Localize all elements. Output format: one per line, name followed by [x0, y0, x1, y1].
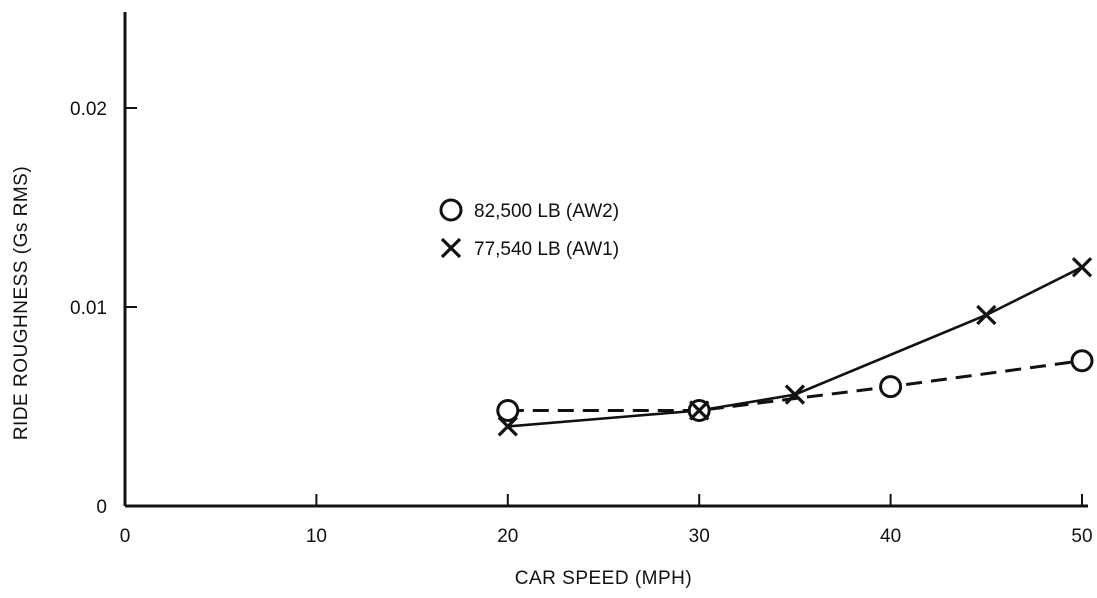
- data-point-aw2: [879, 375, 903, 399]
- data-point-aw1: [689, 400, 710, 421]
- x-axis-title: CAR SPEED (MPH): [515, 568, 692, 589]
- series-line-aw2: [507, 359, 1083, 412]
- axes: [123, 12, 1088, 508]
- legend-x-mark: [440, 237, 462, 259]
- legend-label-aw1: 77,540 LB (AW1): [474, 239, 619, 260]
- series-layer: [496, 257, 1094, 437]
- y-tick-label: 0.01: [70, 298, 107, 319]
- legend-label-aw2: 82,500 LB (AW2): [474, 201, 619, 222]
- y-tick-label: 0: [96, 497, 107, 518]
- legend-circle-marker-icon: [439, 198, 463, 222]
- x-tick-label: 0: [120, 526, 131, 547]
- y-tick-label: 0.02: [70, 99, 107, 120]
- series-line-aw1: [507, 266, 1083, 428]
- data-point-aw1: [784, 384, 806, 405]
- data-point-aw1: [497, 416, 518, 437]
- y-axis-title: RIDE ROUGHNESS (Gs RMS): [11, 166, 32, 440]
- data-point-aw1: [976, 304, 997, 326]
- x-tick-label: 20: [497, 526, 518, 547]
- x-tick-label: 10: [306, 526, 327, 547]
- data-point-aw2: [1070, 349, 1094, 373]
- x-ticks: 0 10 20 30 40 50: [120, 494, 1093, 547]
- x-tick-label: 50: [1071, 526, 1092, 547]
- x-tick-label: 40: [880, 526, 901, 547]
- legend-x-marker-icon: [440, 237, 462, 259]
- y-ticks: 0 0.01 0.02: [70, 99, 137, 518]
- data-point-aw1: [1071, 257, 1093, 278]
- data-point-aw2: [496, 398, 520, 422]
- x-tick-label: 30: [689, 526, 710, 547]
- legend: 82,500 LB (AW2) 77,540 LB (AW1): [439, 198, 619, 260]
